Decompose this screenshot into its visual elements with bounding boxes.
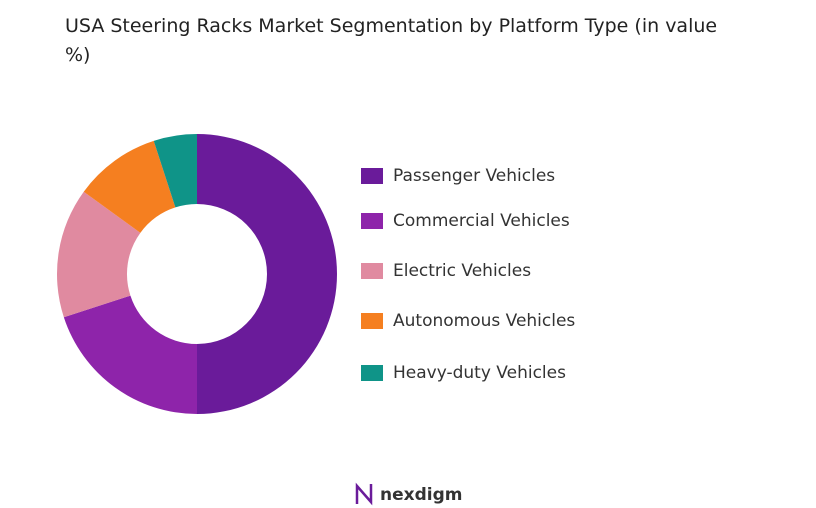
legend-swatch — [361, 213, 383, 229]
donut-slice — [197, 134, 337, 414]
donut-slice — [63, 295, 198, 414]
chart-title: USA Steering Racks Market Segmentation b… — [65, 15, 718, 66]
legend-label: Electric Vehicles — [393, 261, 531, 281]
legend-swatch — [361, 313, 383, 329]
legend-label: Passenger Vehicles — [393, 166, 555, 186]
donut-slice — [153, 134, 197, 208]
legend-swatch — [361, 365, 383, 381]
logo-icon — [355, 482, 373, 506]
legend-label: Autonomous Vehicles — [393, 311, 575, 331]
legend-swatch — [361, 263, 383, 279]
donut-slice — [56, 191, 141, 318]
donut-slice — [83, 140, 176, 233]
legend-label: Heavy-duty Vehicles — [393, 363, 566, 383]
legend-swatch — [361, 168, 383, 184]
legend-label: Commercial Vehicles — [393, 211, 570, 231]
logo-mark — [355, 482, 373, 506]
logo-text: nexdigm — [380, 485, 462, 505]
